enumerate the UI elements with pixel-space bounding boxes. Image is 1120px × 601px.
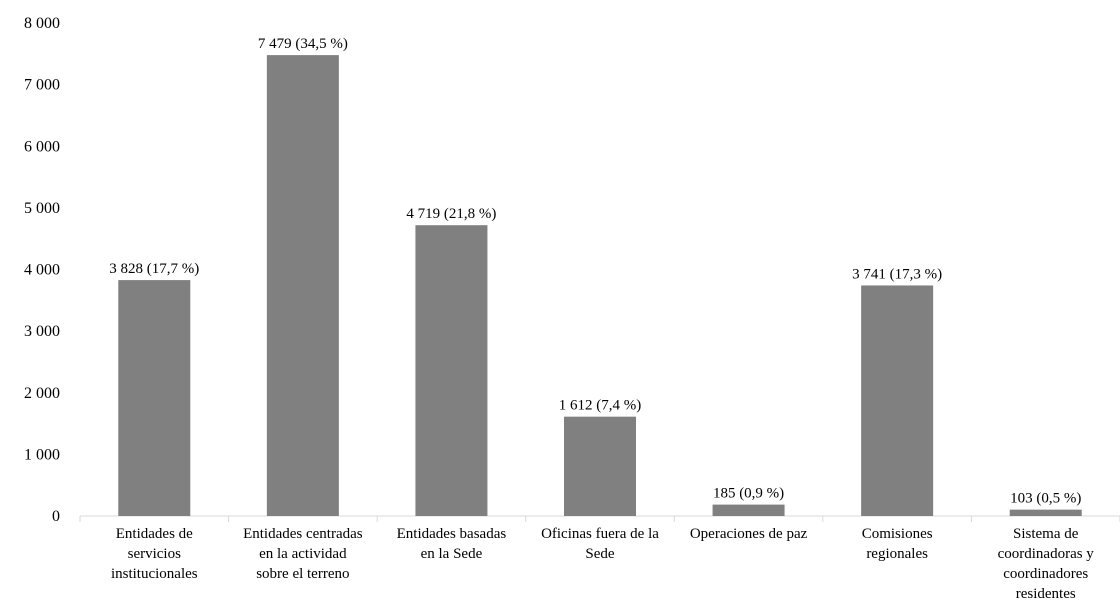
category-label-line: Operaciones de paz bbox=[690, 526, 808, 542]
data-label: 3 741 (17,3 %) bbox=[852, 266, 942, 282]
x-axis bbox=[79, 515, 1120, 522]
y-tick-label: 8 000 bbox=[24, 15, 60, 32]
category-label: Entidades de servicios institucionales bbox=[111, 526, 198, 582]
bar bbox=[415, 225, 488, 516]
y-tick-label: 4 000 bbox=[24, 262, 60, 279]
category-label: Entidades basadas en la Sede bbox=[397, 526, 507, 562]
category-label-line: en la actividad bbox=[259, 546, 347, 562]
category-label-line: residentes bbox=[1016, 586, 1076, 601]
bars bbox=[118, 55, 1082, 516]
category-label: Operaciones de paz bbox=[690, 526, 808, 542]
category-label-line: institucionales bbox=[111, 566, 198, 582]
data-labels: 3 828 (17,7 %) 7 479 (34,5 %) 4 719 (21,8 … bbox=[109, 36, 1081, 507]
category-label: Entidades centradas en la actividad sobre … bbox=[243, 526, 363, 582]
category-label-line: regionales bbox=[866, 546, 928, 562]
category-label-line: servicios bbox=[128, 546, 181, 562]
y-tick-label: 3 000 bbox=[24, 323, 60, 340]
data-label: 4 719 (21,8 %) bbox=[406, 206, 496, 222]
y-tick-label: 7 000 bbox=[24, 77, 60, 94]
category-label-line: Entidades de bbox=[116, 526, 193, 542]
category-label-line: Sede bbox=[585, 546, 615, 562]
y-tick-label: 5 000 bbox=[24, 200, 60, 217]
bar bbox=[564, 416, 636, 516]
bar bbox=[118, 280, 191, 516]
category-labels: Entidades de servicios institucionalesEnti… bbox=[111, 526, 1094, 601]
category-label: Sistema de coordinadoras y coordinadores re… bbox=[998, 526, 1095, 601]
category-label-line: sobre el terreno bbox=[256, 566, 349, 582]
category-label-line: Sistema de bbox=[1013, 526, 1079, 542]
category-label: Oficinas fuera de la Sede bbox=[541, 526, 659, 562]
bar bbox=[1009, 509, 1082, 516]
y-tick-label: 0 bbox=[52, 508, 60, 525]
data-label: 3 828 (17,7 %) bbox=[109, 261, 199, 277]
y-tick-label: 6 000 bbox=[24, 138, 60, 155]
bar bbox=[266, 55, 339, 516]
category-label-line: en la Sede bbox=[421, 546, 483, 562]
data-label: 1 612 (7,4 %) bbox=[559, 398, 642, 414]
y-axis: 0 1 000 2 000 3 000 4 000 5 000 6 000 7 000 8 00… bbox=[24, 15, 60, 525]
category-label-line: Oficinas fuera de la bbox=[541, 526, 659, 542]
bar bbox=[861, 285, 934, 516]
data-label: 103 (0,5 %) bbox=[1010, 491, 1081, 507]
category-label-line: coordinadores bbox=[1003, 566, 1088, 582]
y-tick-label: 2 000 bbox=[24, 385, 60, 402]
data-label: 7 479 (34,5 %) bbox=[258, 36, 348, 52]
category-label-line: coordinadoras y bbox=[998, 546, 1095, 562]
category-label-line: Entidades centradas bbox=[243, 526, 363, 542]
bar bbox=[712, 504, 785, 516]
category-label: Comisiones regionales bbox=[862, 526, 933, 562]
category-label-line: Comisiones bbox=[862, 526, 933, 542]
data-label: 185 (0,9 %) bbox=[713, 486, 784, 502]
y-tick-label: 1 000 bbox=[24, 446, 60, 463]
category-label-line: Entidades basadas bbox=[397, 526, 507, 542]
